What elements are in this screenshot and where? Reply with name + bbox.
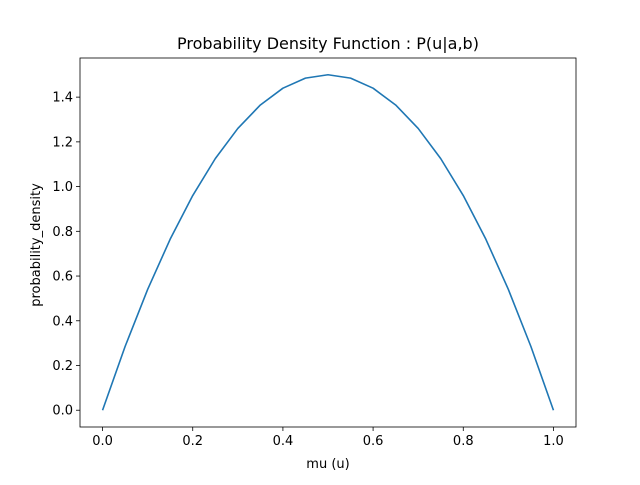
x-tick-label: 1.0 [543, 434, 564, 449]
x-tick-label: 0.8 [453, 434, 474, 449]
y-tick-label: 0.6 [52, 270, 73, 285]
chart-title: Probability Density Function : P(u|a,b) [177, 34, 479, 53]
x-tick-label: 0.0 [92, 434, 113, 449]
plot-area-background [80, 58, 576, 427]
y-tick-label: 0.2 [52, 359, 73, 374]
y-tick-label: 0.8 [52, 225, 73, 240]
y-tick-label: 0.0 [52, 404, 73, 419]
x-axis-label: mu (u) [306, 457, 349, 472]
y-tick-label: 0.4 [52, 314, 73, 329]
x-tick-label: 0.4 [273, 434, 294, 449]
y-tick-label: 1.2 [52, 135, 73, 150]
y-tick-label: 1.4 [52, 91, 73, 106]
x-tick-label: 0.6 [363, 434, 384, 449]
x-axis-ticks: 0.0 0.2 0.4 0.6 0.8 1.0 [92, 427, 564, 449]
y-axis-label: probability_density [29, 183, 44, 307]
y-tick-label: 1.0 [52, 180, 73, 195]
x-tick-label: 0.2 [182, 434, 203, 449]
y-axis-ticks: 0.0 0.2 0.4 0.6 0.8 1.0 1.2 1.4 [52, 91, 80, 419]
